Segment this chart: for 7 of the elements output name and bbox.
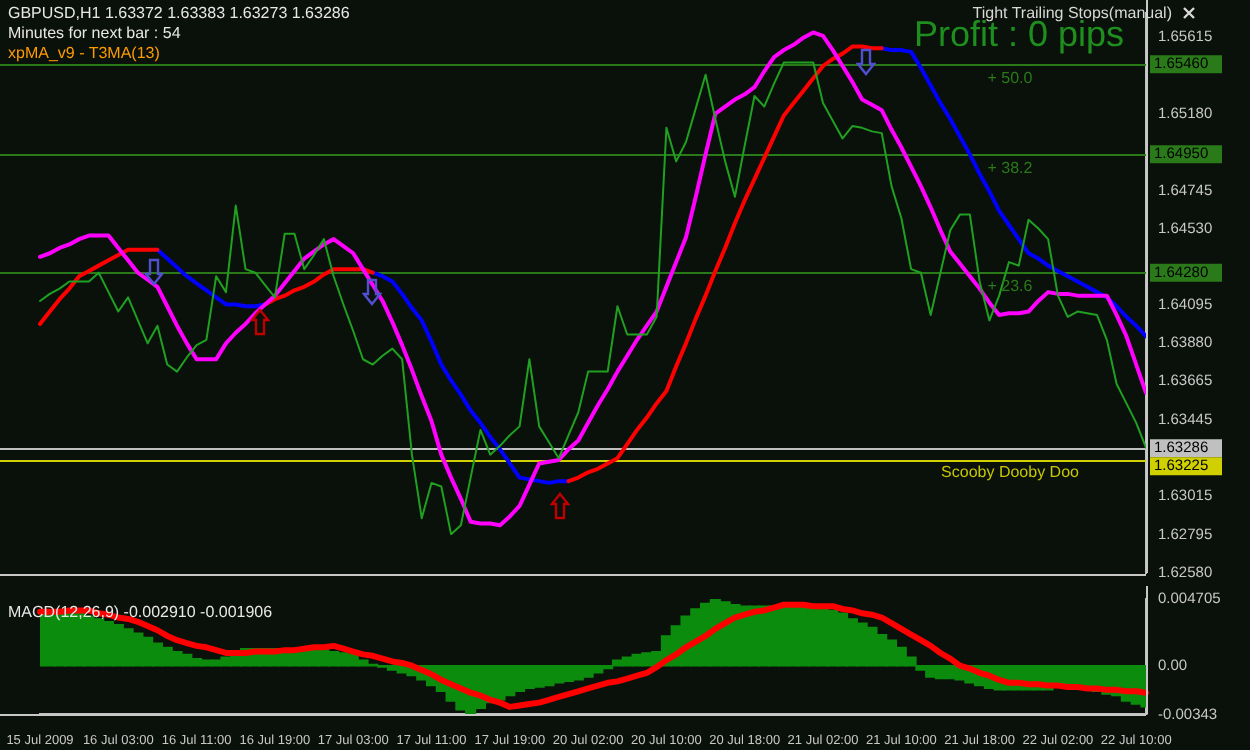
- chart-title: GBPUSD,H1 1.63372 1.63383 1.63273 1.63286: [8, 4, 351, 23]
- annotation: xpMA_v9 - T3MA(13): [8, 44, 161, 63]
- annotation: Minutes for next bar : 54: [8, 24, 182, 43]
- annotation: Scooby Dooby Doo: [941, 463, 1081, 482]
- annotation: + 50.0: [987, 68, 1034, 87]
- annotation: + 38.2: [987, 158, 1034, 177]
- annotation: + 23.6: [987, 277, 1034, 296]
